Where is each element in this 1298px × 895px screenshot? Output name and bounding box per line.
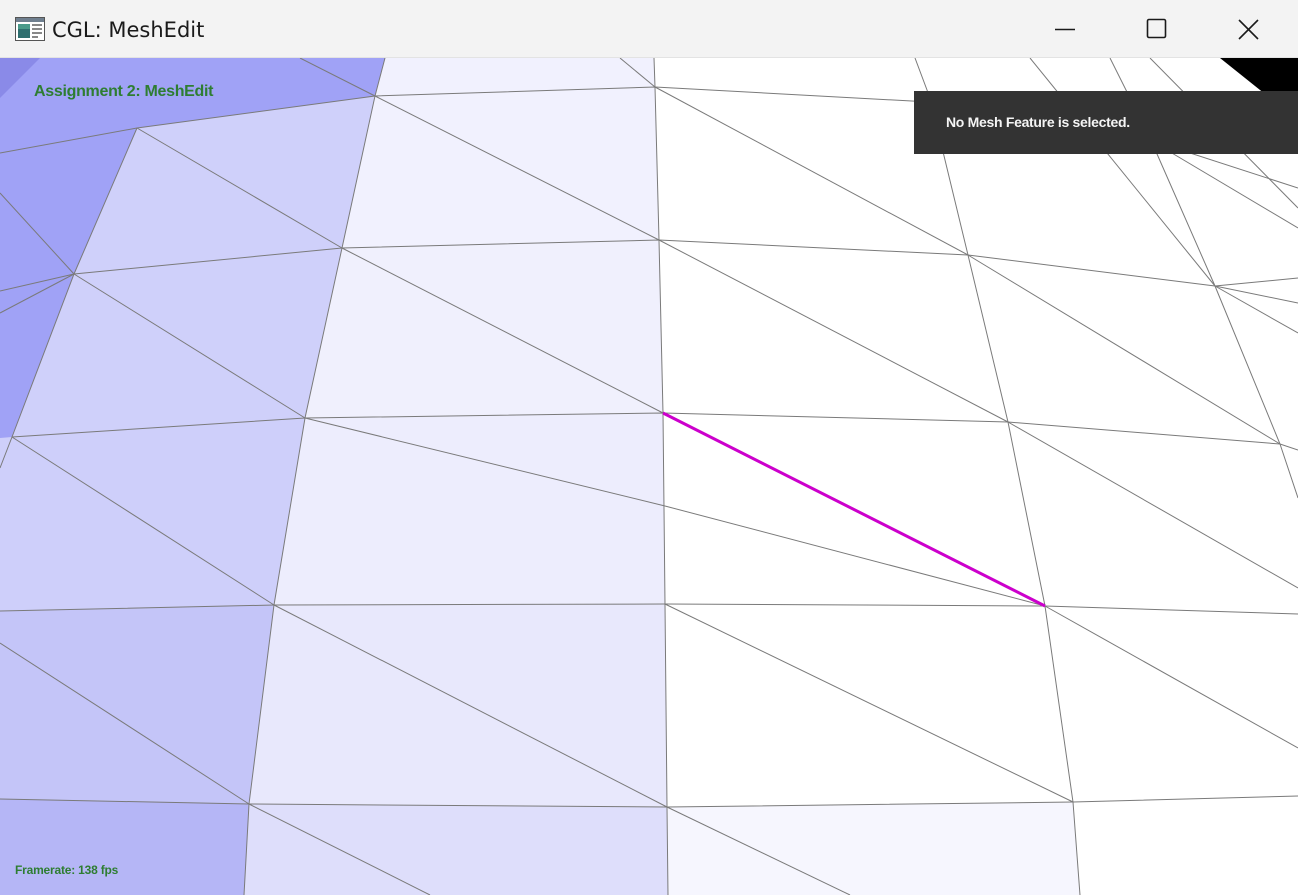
mesh-face: [0, 605, 274, 804]
mesh-face: [667, 802, 1080, 895]
assignment-title: Assignment 2: MeshEdit: [34, 83, 214, 100]
minimize-button[interactable]: [1019, 0, 1111, 58]
framerate-readout: Framerate: 138 fps: [15, 863, 119, 877]
mesh-edge: [0, 127, 138, 469]
mesh-edge: [0, 273, 75, 314]
maximize-icon: [1146, 18, 1167, 39]
mesh-edge: [914, 58, 1081, 895]
mesh-face: [244, 804, 668, 895]
mesh-render[interactable]: [0, 58, 1298, 895]
mesh-edge: [0, 273, 75, 292]
mesh-edge: [341, 247, 664, 414]
mesh-face: [0, 799, 249, 895]
highlighted-edge[interactable]: [662, 411, 1046, 608]
maximize-button[interactable]: [1111, 0, 1203, 58]
mesh-edge: [273, 604, 668, 808]
mesh-face: [274, 413, 665, 605]
selection-info-text: No Mesh Feature is selected.: [946, 114, 1130, 130]
mesh-edge: [73, 273, 306, 419]
mesh-viewport[interactable]: Assignment 2: MeshEdit No Mesh Feature i…: [0, 58, 1298, 895]
close-icon: [1238, 19, 1259, 40]
mesh-edge: [11, 436, 275, 606]
mesh-edge: [664, 505, 1046, 607]
mesh-faces: [0, 58, 1298, 895]
mesh-edge: [967, 254, 1281, 445]
mesh-face: [249, 604, 667, 807]
mesh-edge: [73, 239, 1298, 304]
mesh-face: [305, 240, 663, 418]
mesh-edge: [299, 58, 376, 97]
mesh-edge: [0, 192, 75, 275]
mesh-wireframe: [0, 58, 1298, 895]
selection-info-panel: No Mesh Feature is selected.: [914, 91, 1298, 154]
mesh-face: [0, 418, 305, 611]
mesh-edge: [654, 86, 969, 256]
mesh-edge: [666, 806, 851, 895]
mesh-edge: [374, 95, 660, 241]
mesh-edge: [664, 603, 1074, 803]
mesh-face: [1220, 58, 1298, 138]
app-window-icon: [15, 17, 45, 41]
mesh-edge: [11, 412, 1298, 451]
mesh-edge: [0, 642, 250, 805]
mesh-edge: [1007, 421, 1298, 589]
window-title: CGL: MeshEdit: [52, 18, 205, 42]
mesh-edge: [136, 127, 343, 249]
mesh-edge: [619, 58, 656, 88]
mesh-edge: [658, 239, 1009, 423]
mesh-face: [0, 58, 385, 463]
mesh-edge: [248, 803, 431, 895]
minimize-icon: [1055, 28, 1075, 31]
mesh-face: [12, 96, 375, 437]
title-bar[interactable]: CGL: MeshEdit: [0, 0, 1298, 58]
close-button[interactable]: [1203, 0, 1295, 58]
mesh-edge: [1214, 285, 1298, 334]
mesh-face: [0, 58, 40, 98]
mesh-edge: [304, 417, 666, 507]
mesh-edge: [1044, 605, 1298, 749]
mesh-face: [342, 58, 659, 248]
mesh-edge: [1149, 139, 1298, 229]
mesh-edge: [1214, 277, 1298, 287]
